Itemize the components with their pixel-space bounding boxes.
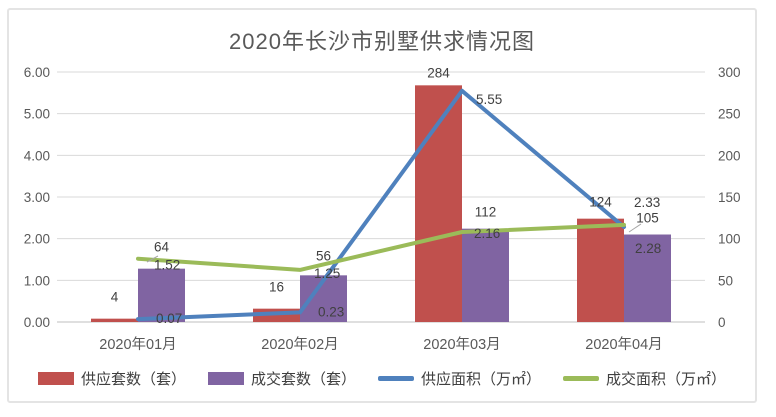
bar-sold-units-0 [138,268,185,322]
right-axis-tick-label: 200 [718,148,741,163]
label-leader-line [628,223,642,233]
data-label-sold-area-0: 1.52 [154,258,180,273]
left-axis-tick-label: 2.00 [24,232,50,247]
data-label-supply-area-1: 0.23 [318,304,344,319]
data-label-supply-units-0: 4 [111,290,119,305]
category-label: 2020年03月 [423,336,500,353]
data-label-sold-units-2: 112 [475,205,497,220]
data-label-sold-area-1: 1.25 [314,266,340,281]
legend-label-supply-units: 供应套数（套） [80,371,186,388]
legend-item-supply-units: 供应套数（套） [37,368,186,389]
right-axis-tick-label: 150 [718,190,741,205]
data-label-supply-area-3: 2.28 [635,241,661,256]
data-label-supply-area-0: 0.07 [156,311,182,326]
data-label-supply-units-2: 284 [427,65,450,80]
left-axis-tick-label: 4.00 [24,148,50,163]
legend-item-supply-area: 供应面积（万㎡） [378,368,541,389]
left-axis-tick-label: 3.00 [24,190,50,205]
bar-sold-units-3 [624,234,671,322]
bar-supply-units-0 [91,318,138,322]
data-label-sold-units-1: 56 [316,248,331,263]
legend-swatch-supply-units-icon [37,372,74,385]
bar-supply-units-3 [577,218,624,322]
legend-swatch-sold-units-icon [207,372,244,385]
right-axis-tick-label: 50 [718,273,733,288]
legend-swatch-supply-area-icon [378,376,414,381]
right-axis-tick-label: 250 [718,107,741,122]
right-axis-tick-label: 300 [718,65,741,80]
data-label-supply-units-1: 16 [269,280,284,295]
legend-item-sold-area: 成交面积（万㎡） [563,368,726,389]
chart-legend: 供应套数（套） 成交套数（套） 供应面积（万㎡） 成交面积（万㎡） [7,368,757,389]
left-axis-tick-label: 6.00 [24,65,50,80]
data-label-sold-units-0: 64 [154,240,170,255]
data-label-supply-units-3: 124 [589,195,612,210]
left-axis-tick-label: 5.00 [24,107,50,122]
data-label-sold-area-2: 2.16 [474,226,500,241]
data-label-supply-area-2: 5.55 [476,92,502,107]
data-label-sold-units-3: 105 [636,211,659,226]
line-sold-area [136,222,626,272]
data-label-sold-area-3: 2.33 [634,195,660,210]
right-axis-tick-label: 100 [718,232,741,247]
legend-label-supply-area: 供应面积（万㎡） [421,371,542,388]
line-supply-area [136,88,626,322]
legend-label-sold-area: 成交面积（万㎡） [606,371,727,388]
label-leader-line [146,255,159,263]
chart-frame [7,8,757,403]
category-label: 2020年02月 [261,336,338,353]
legend-label-sold-units: 成交套数（套） [250,371,356,388]
legend-swatch-sold-area-icon [563,376,600,381]
left-axis-tick-label: 1.00 [24,273,50,288]
category-label: 2020年04月 [585,336,662,353]
chart-title: 2020年长沙市别墅供求情况图 [229,29,535,54]
right-axis-tick-label: 0 [718,315,726,330]
category-label: 2020年01月 [99,336,176,353]
left-axis-tick-label: 0.00 [24,315,50,330]
legend-item-sold-units: 成交套数（套） [207,368,356,389]
bar-sold-units-2 [462,228,509,322]
